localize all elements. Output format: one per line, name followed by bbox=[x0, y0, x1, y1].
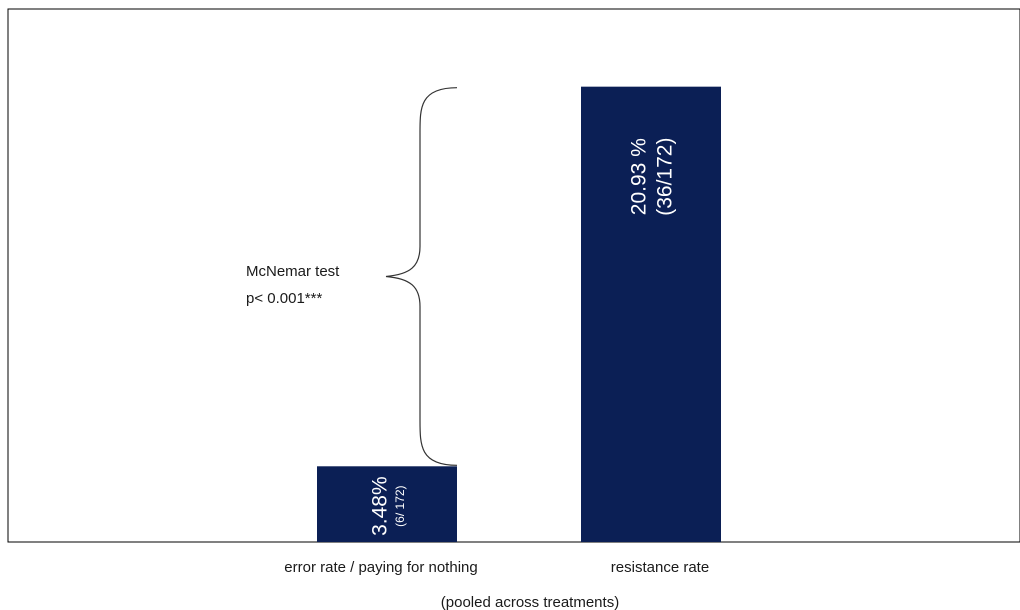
bar-0 bbox=[317, 466, 457, 542]
annotation-line-1: McNemar test bbox=[246, 263, 340, 280]
bar-count-label-0: (6/ 172) bbox=[393, 485, 407, 526]
bars: 3.48% (6/ 172) 20.93 % (36/172) bbox=[317, 86, 721, 542]
category-label-0: error rate / paying for nothing bbox=[284, 559, 477, 576]
annotation-line-2: p< 0.001*** bbox=[246, 290, 322, 307]
category-label-1: resistance rate bbox=[611, 559, 709, 576]
x-axis-label: (pooled across treatments) bbox=[441, 594, 619, 610]
bar-1 bbox=[581, 86, 721, 542]
plot-frame bbox=[7, 8, 1020, 543]
bar-value-label-0: 3.48% bbox=[369, 476, 392, 536]
bar-value-label-1: 20.93 % bbox=[628, 138, 651, 215]
brace-annotation bbox=[385, 87, 458, 466]
bar-count-label-1: (36/172) bbox=[654, 138, 677, 216]
